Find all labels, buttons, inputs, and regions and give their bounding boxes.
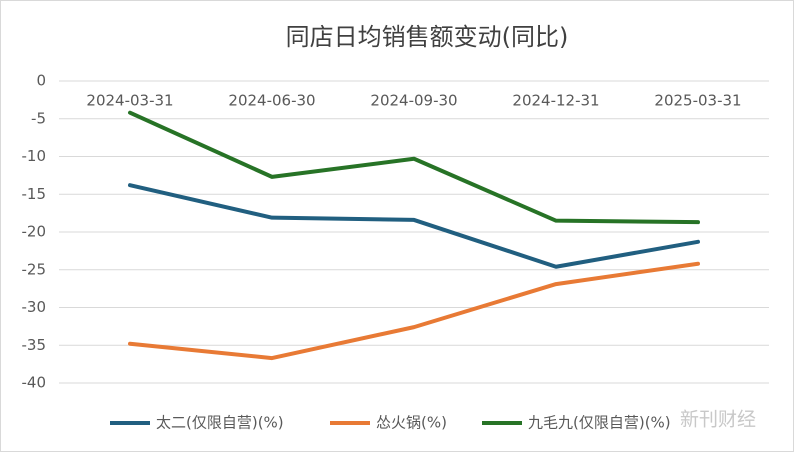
y-tick-label: -10 [22,147,47,165]
legend-label: 怂火锅(%) [376,414,447,432]
y-tick-label: -40 [22,374,47,392]
line-series [128,261,700,361]
y-tick-label: -5 [31,109,46,127]
chart-title: 同店日均销售额变动(同比) [286,23,569,51]
legend-label: 九毛九(仅限自营)(%) [528,414,671,432]
y-tick-label: -30 [22,298,47,316]
x-tick-label: 2024-06-30 [228,92,315,110]
x-tick-label: 2024-12-31 [512,92,599,110]
watermark: 新刊财经 [680,409,756,431]
x-tick-label: 2024-09-30 [370,92,457,110]
line-series [128,183,700,269]
legend-label: 太二(仅限自营)(%) [156,414,284,432]
x-tick-label: 2025-03-31 [654,92,741,110]
line-series [128,110,700,225]
y-tick-label: 0 [36,72,46,90]
x-tick-label: 2024-03-31 [86,92,173,110]
y-tick-label: -25 [22,260,47,278]
y-tick-label: -20 [22,223,47,241]
y-tick-label: -15 [22,185,47,203]
y-tick-label: -35 [22,336,47,354]
